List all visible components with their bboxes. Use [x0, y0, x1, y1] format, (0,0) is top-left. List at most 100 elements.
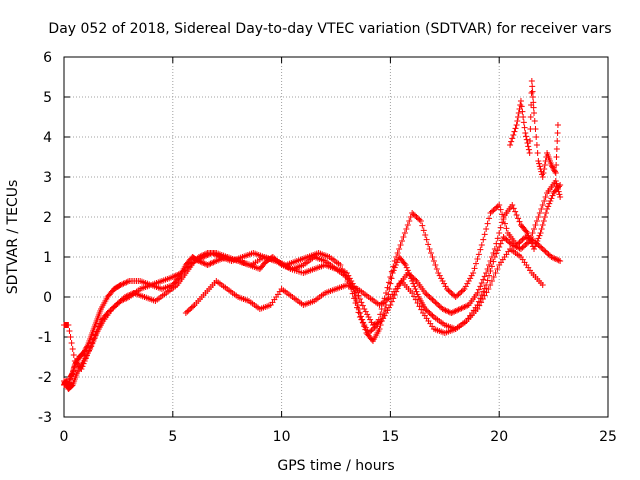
data-point [445, 308, 452, 315]
data-point [513, 122, 520, 128]
data-point [496, 202, 503, 208]
data-point [551, 167, 558, 174]
data-point [79, 363, 86, 370]
data-point [529, 83, 536, 90]
data-point [553, 162, 560, 168]
data-point [426, 310, 433, 316]
data-point [459, 287, 466, 294]
data-point [536, 210, 543, 216]
data-point [523, 234, 530, 241]
data-point [520, 243, 527, 250]
data-point [445, 287, 452, 294]
data-point [480, 276, 487, 283]
data-point [554, 256, 561, 263]
data-point [413, 288, 420, 295]
data-point [365, 314, 372, 320]
data-point [409, 210, 416, 216]
data-point [418, 306, 425, 313]
data-point [410, 211, 417, 218]
data-point [554, 130, 561, 136]
data-point [435, 270, 442, 276]
data-point [536, 160, 543, 167]
data-point [359, 302, 366, 309]
data-point [119, 281, 126, 288]
data-point [426, 246, 433, 252]
data-point [201, 260, 208, 267]
data-point [435, 302, 442, 308]
data-point [388, 275, 395, 282]
data-point [414, 215, 421, 222]
data-point [483, 270, 490, 276]
data-point [436, 303, 443, 310]
data-point [476, 302, 483, 309]
data-point [487, 282, 494, 288]
data-point [500, 234, 507, 240]
data-point [552, 170, 559, 176]
data-point [520, 114, 527, 120]
data-point [387, 280, 394, 287]
data-point [529, 230, 536, 236]
data-point [385, 279, 392, 286]
data-point [82, 355, 89, 362]
data-point [359, 319, 366, 326]
data-point [557, 182, 564, 188]
data-point [407, 272, 414, 279]
data-point [483, 289, 490, 296]
data-point [443, 308, 450, 314]
data-point [406, 218, 413, 224]
data-point [526, 236, 533, 242]
data-point [67, 334, 74, 340]
data-point [455, 291, 462, 298]
data-point [414, 291, 421, 298]
data-point [556, 191, 563, 198]
data-point [523, 228, 530, 235]
data-point [81, 348, 88, 355]
data-point [556, 183, 563, 190]
data-point [352, 300, 359, 306]
data-point [361, 322, 368, 328]
data-point [371, 324, 378, 331]
data-point [124, 292, 131, 299]
data-point [474, 256, 481, 262]
data-point [413, 214, 420, 220]
data-point [184, 308, 191, 315]
data-point [367, 328, 374, 335]
data-point [550, 166, 557, 172]
data-point [103, 311, 110, 318]
data-point [425, 292, 432, 299]
data-point [493, 240, 500, 247]
data-point [483, 226, 490, 232]
data-point [524, 230, 531, 236]
data-point [340, 270, 347, 276]
data-point [380, 315, 387, 322]
data-point [410, 275, 417, 282]
data-point [497, 206, 504, 213]
data-point [65, 322, 72, 328]
data-point [433, 266, 440, 272]
data-point [539, 282, 546, 288]
data-point [120, 280, 127, 287]
data-point [392, 262, 399, 268]
data-point [124, 278, 131, 285]
data-point [204, 252, 211, 258]
data-point [200, 260, 207, 266]
data-point [548, 254, 555, 260]
data-point [528, 78, 535, 84]
data-point [448, 290, 455, 296]
data-point [172, 272, 179, 279]
data-point [171, 273, 178, 280]
y-tick-label: -1 [38, 330, 52, 346]
data-point [539, 174, 546, 180]
data-point [454, 292, 461, 299]
data-point [531, 246, 538, 252]
data-point [384, 307, 391, 314]
data-point [404, 222, 411, 228]
data-point [506, 239, 513, 246]
data-point [549, 254, 556, 261]
data-point [549, 163, 556, 170]
data-point [490, 250, 497, 256]
data-point [531, 118, 538, 124]
data-point [416, 303, 423, 310]
data-point [179, 268, 186, 275]
data-point [385, 304, 392, 311]
